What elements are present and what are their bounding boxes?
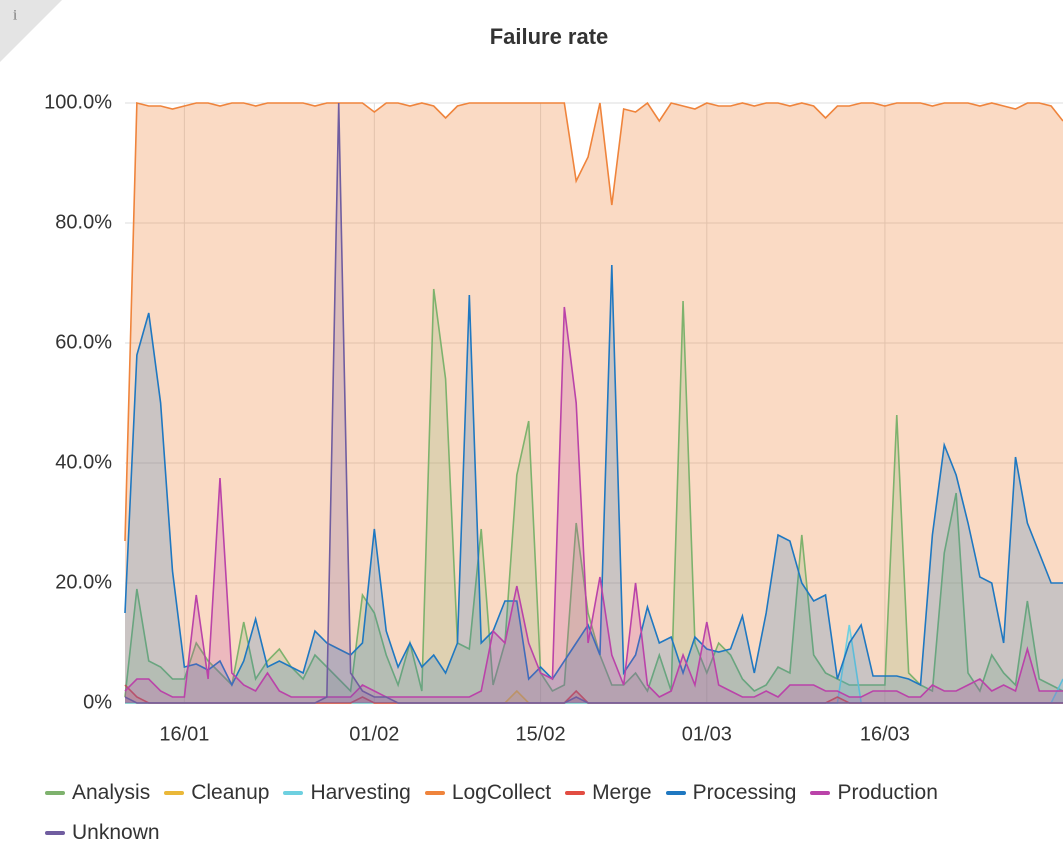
legend-item[interactable]: Harvesting [283, 778, 411, 808]
series-line [124, 264, 1063, 687]
area [125, 307, 1063, 703]
chart-title: Failure rate [490, 24, 609, 49]
legend-item[interactable]: Processing [665, 778, 797, 808]
legend-label: Harvesting [310, 781, 411, 804]
y-tick-label: 100.0% [44, 91, 112, 113]
series-line [124, 102, 1063, 704]
legend-item[interactable]: Analysis [45, 778, 150, 808]
legend-item[interactable]: LogCollect [424, 778, 552, 808]
y-tick-label: 40.0% [55, 451, 112, 473]
legend-swatch [565, 791, 586, 795]
x-tick-label: 01/03 [682, 723, 732, 745]
y-tick-label: 60.0% [55, 331, 112, 353]
x-tick-label: 01/02 [349, 723, 399, 745]
series-line [124, 306, 1063, 698]
y-tick-label: 80.0% [55, 211, 112, 233]
legend-label: Unknown [72, 821, 160, 844]
chart: i Failure rate 0% 20.0% 40.0% 60.0% 80.0% 100… [0, 0, 1063, 745]
legend: Analysis Cleanup Harvesting LogCollect Merge… [45, 778, 1055, 848]
legend-swatch [164, 791, 185, 795]
area [125, 265, 1063, 703]
y-tick-label: 0% [83, 691, 112, 713]
area [125, 103, 1063, 703]
legend-label: Processing [692, 781, 797, 804]
series-line [124, 101, 1063, 542]
legend-swatch [810, 791, 831, 795]
legend-item[interactable]: Production [810, 778, 938, 808]
legend-swatch [665, 791, 686, 795]
legend-label: Production [837, 781, 938, 804]
legend-item[interactable]: Cleanup [164, 778, 269, 808]
x-tick-label: 16/01 [159, 723, 209, 745]
y-tick-label: 20.0% [55, 571, 112, 593]
legend-swatch [45, 791, 65, 795]
x-tick-label: 16/03 [860, 723, 910, 745]
legend-label: Merge [592, 781, 652, 804]
legend-swatch [424, 791, 445, 795]
info-corner[interactable] [0, 0, 62, 62]
legend-swatch [283, 791, 304, 795]
legend-label: Analysis [72, 781, 151, 804]
legend-label: LogCollect [451, 781, 552, 804]
legend-swatch [45, 831, 65, 835]
legend-item[interactable]: Unknown [45, 818, 160, 848]
legend-label: Cleanup [191, 781, 270, 804]
legend-item[interactable]: Merge [565, 778, 652, 808]
series-line [124, 288, 1063, 698]
info-icon[interactable]: i [13, 7, 17, 23]
x-tick-label: 15/02 [516, 723, 566, 745]
